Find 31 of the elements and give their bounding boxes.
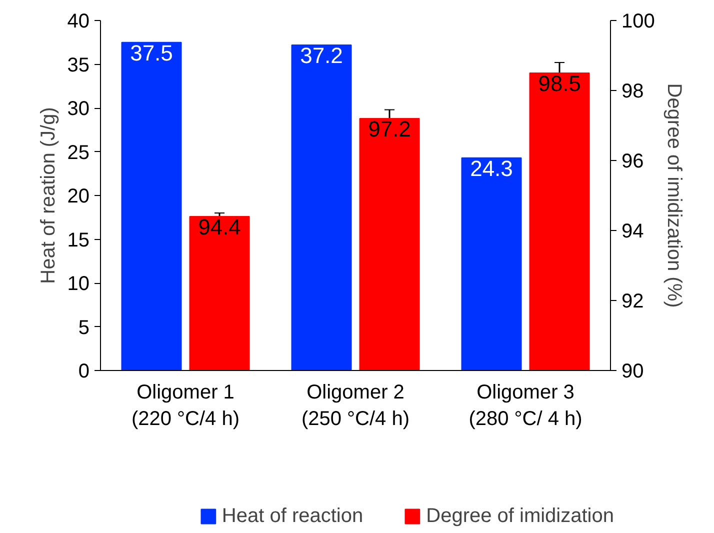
legend-label: Degree of imidization [426,504,614,528]
y-tick-label: 35 [67,54,90,76]
data-label: 97.2 [368,116,411,142]
y-tick-label: 15 [67,229,90,252]
y2-tick-label: 92 [622,290,644,312]
data-label: 94.4 [198,214,241,240]
bar [121,42,182,370]
y-tick-label: 5 [78,316,90,339]
y-axis-title: Heat of reation (J/g) [37,107,60,284]
y2-axis-title: Degree of imidization (%) [662,83,685,308]
y-tick-label: 10 [67,273,90,295]
y-tick-label: 20 [67,186,90,208]
data-label: 98.5 [538,71,581,96]
y2-tick-label: 96 [622,150,644,172]
y2-tick-label: 90 [622,360,644,382]
y-tick-label: 30 [67,98,90,120]
y-tick-label: 25 [67,142,90,164]
bar [461,157,522,370]
data-label: 37.2 [300,43,343,68]
data-label: 37.5 [130,40,173,66]
y-tick-label: 0 [78,360,90,382]
y2-tick-label: 98 [622,80,644,102]
legend-label: Heat of reaction [222,504,364,528]
data-label: 24.3 [470,156,513,181]
x-tick-label: Oligomer 3 (280 °C/ 4 h) [468,382,582,430]
bar [291,44,352,370]
y2-tick-label: 100 [622,10,655,32]
y-tick-label: 40 [67,10,90,32]
x-tick-label: Oligomer 2 (250 °C/4 h) [301,382,410,430]
y2-tick-label: 94 [622,220,644,242]
x-tick-label: Oligomer 1 (220 °C/4 h) [131,382,240,430]
